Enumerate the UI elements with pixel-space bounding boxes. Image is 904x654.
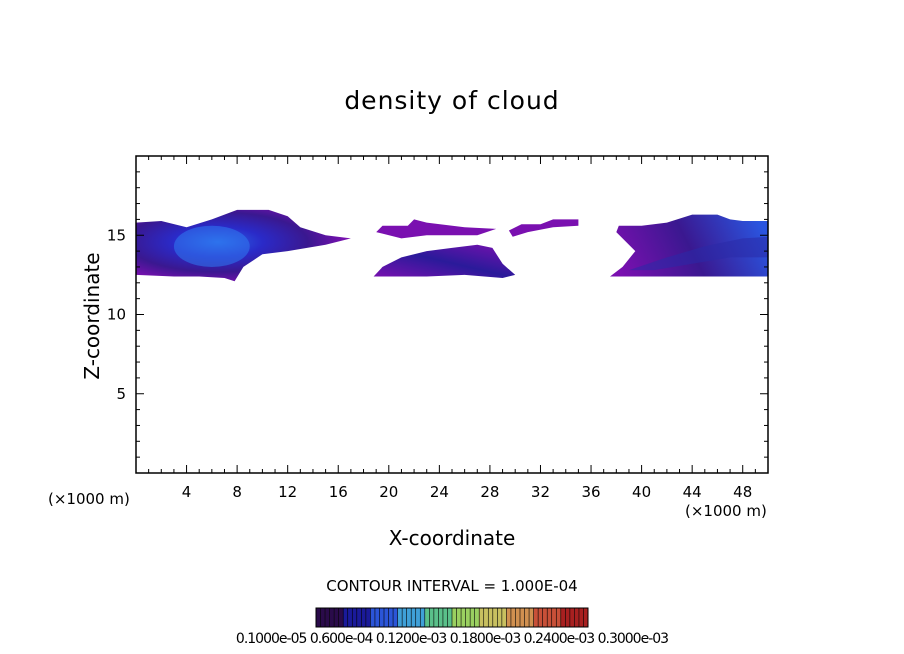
colorbar-labels: 0.1000e-05 0.600e-04 0.1200e-03 0.1800e-… [235, 631, 669, 647]
x-tick-label: 24 [430, 483, 449, 501]
chart-title: density of cloud [344, 86, 560, 115]
colorbar-frame [315, 607, 589, 628]
colorbar-swatch [506, 608, 511, 627]
colorbar-swatch [533, 608, 539, 627]
x-tick-label: 4 [182, 483, 192, 501]
colorbar-swatch [374, 608, 380, 627]
colorbar-swatch [488, 608, 493, 627]
cloud-core-left [173, 225, 250, 267]
colorbar-swatch [538, 608, 543, 627]
y-axis-label: Z-coordinate [80, 252, 104, 380]
x-tick-label: 28 [480, 483, 499, 501]
colorbar-swatch [384, 608, 389, 627]
colorbar-swatch [325, 608, 330, 627]
colorbar-swatch [352, 608, 357, 627]
colorbar-swatch [442, 608, 448, 627]
x-tick-label: 48 [733, 483, 752, 501]
colorbar-swatch [574, 608, 579, 627]
colorbar-swatch [479, 608, 484, 627]
colorbar-swatch [569, 608, 575, 627]
colorbar-swatch [424, 608, 430, 627]
colorbar-swatch [470, 608, 475, 627]
colorbar-swatch [542, 608, 548, 627]
colorbar-swatch [415, 608, 421, 627]
colorbar-swatch [452, 608, 457, 627]
x-tick-label: 44 [683, 483, 702, 501]
colorbar-swatch [433, 608, 439, 627]
colorbar-swatch [497, 608, 502, 627]
plot-frame [135, 155, 769, 474]
x-tick-label: 8 [232, 483, 242, 501]
cloud-region-middle-lower [373, 244, 516, 278]
cloud-region-middle-upper [376, 219, 497, 239]
colorbar-swatch [551, 608, 557, 627]
colorbar-swatch [461, 608, 466, 627]
colorbar-swatch [338, 608, 344, 627]
colorbar-swatch [515, 608, 520, 627]
cloud-region-right [610, 214, 768, 277]
x-unit-label-right: (×1000 m) [685, 502, 767, 520]
colorbar-swatch [411, 608, 416, 627]
colorbar-swatch [510, 608, 516, 627]
cloud-region-middle-right-streak [508, 219, 579, 237]
colorbar-swatch [370, 608, 375, 627]
colorbar-swatch [402, 608, 407, 627]
colorbar-swatch [492, 608, 498, 627]
colorbar-swatch [347, 608, 353, 627]
colorbar-swatch [529, 608, 534, 627]
colorbar-swatch [447, 608, 452, 627]
colorbar-swatch [474, 608, 480, 627]
colorbar-swatch [388, 608, 394, 627]
colorbar-swatch [565, 608, 570, 627]
colorbar-swatch [361, 608, 366, 627]
x-tick-label: 20 [379, 483, 398, 501]
y-tick-label: 10 [107, 306, 126, 324]
cloud-core-right [629, 236, 768, 271]
y-tick-label: 5 [116, 385, 126, 403]
colorbar-swatch [524, 608, 530, 627]
colorbar-swatch [334, 608, 339, 627]
colorbar-swatch [438, 608, 443, 627]
colorbar [315, 607, 589, 628]
colorbar-swatch [583, 608, 588, 627]
colorbar-swatch [397, 608, 403, 627]
cloud-field [136, 209, 768, 282]
x-tick-label: 36 [581, 483, 600, 501]
colorbar-swatch [465, 608, 471, 627]
x-unit-label-left: (×1000 m) [48, 490, 130, 508]
colorbar-swatch [393, 608, 398, 627]
colorbar-swatch [406, 608, 412, 627]
x-tick-label: 40 [632, 483, 651, 501]
colorbar-swatch [356, 608, 362, 627]
colorbar-swatch [429, 608, 434, 627]
colorbar-swatch [365, 608, 371, 627]
colorbar-swatch [379, 608, 384, 627]
colorbar-swatch [556, 608, 561, 627]
colorbar-swatch [343, 608, 348, 627]
colorbar-swatch [501, 608, 507, 627]
colorbar-swatch [456, 608, 462, 627]
y-tick-label: 15 [107, 226, 126, 244]
colorbar-swatch [420, 608, 425, 627]
colorbar-swatch [560, 608, 566, 627]
colorbar-swatch [483, 608, 489, 627]
x-tick-label: 16 [329, 483, 348, 501]
x-tick-label: 32 [531, 483, 550, 501]
colorbar-swatch [520, 608, 525, 627]
colorbar-swatch [547, 608, 552, 627]
colorbar-swatch [329, 608, 335, 627]
x-tick-label: 12 [278, 483, 297, 501]
colorbar-swatch [316, 608, 321, 627]
colorbar-swatch [320, 608, 326, 627]
contour-interval-text: CONTOUR INTERVAL = 1.000E-04 [326, 577, 578, 595]
colorbar-swatch [578, 608, 584, 627]
x-axis-label: X-coordinate [388, 526, 516, 550]
